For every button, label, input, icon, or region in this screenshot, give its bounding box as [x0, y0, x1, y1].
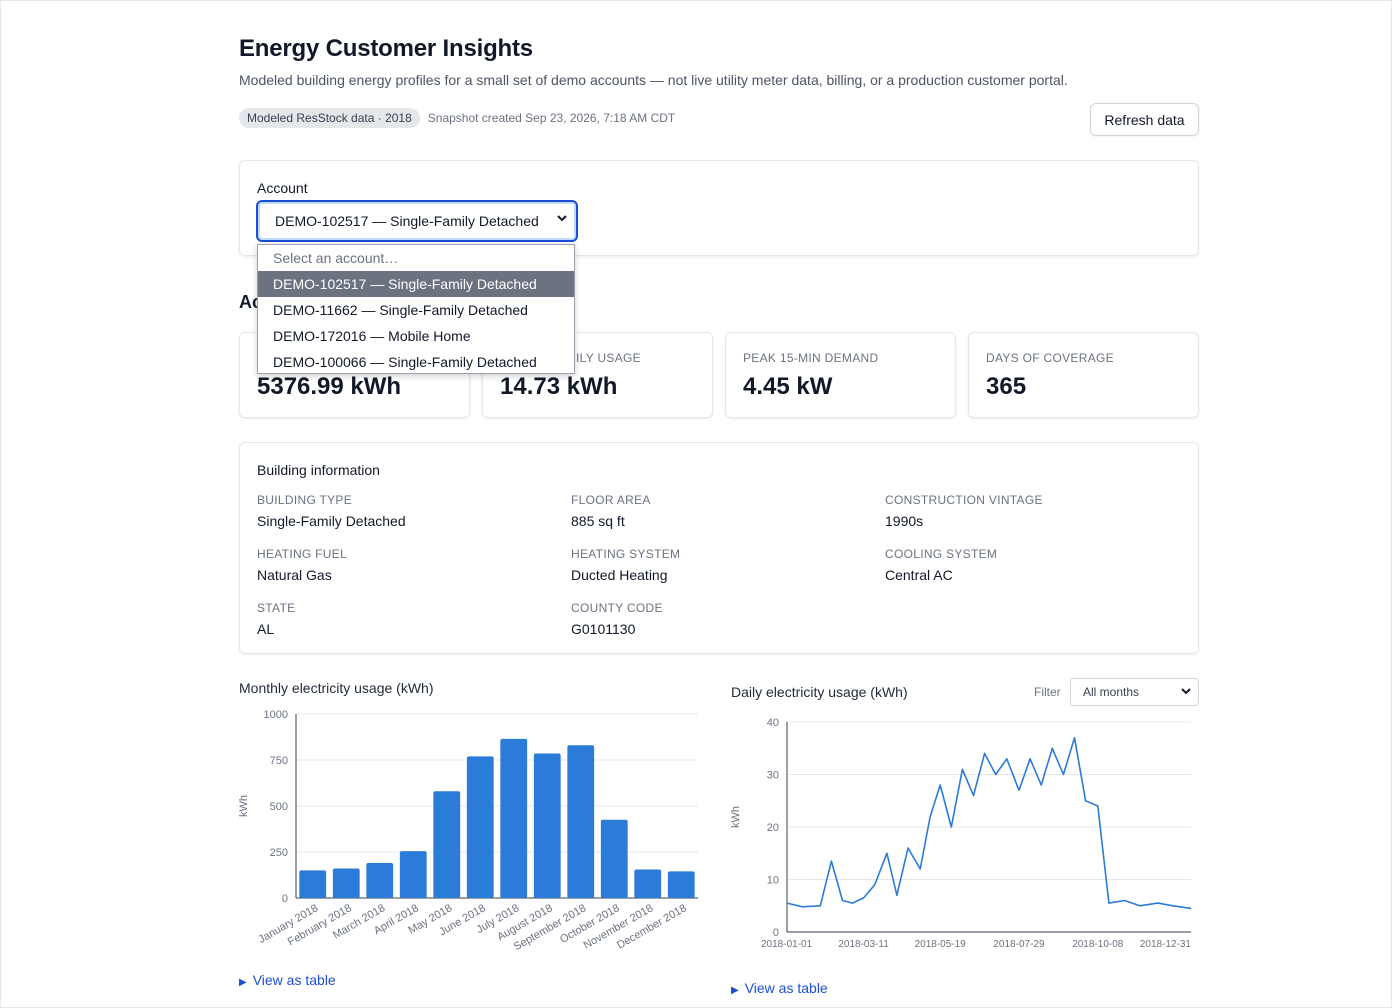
y-tick-label: 30	[767, 770, 779, 782]
bar	[634, 869, 662, 898]
field-label: STATE	[257, 601, 296, 615]
kpi-label: DAYS OF COVERAGE	[986, 351, 1114, 365]
kpi-value: 14.73 kWh	[500, 373, 618, 400]
bar	[567, 745, 595, 898]
refresh-data-button[interactable]: Refresh data	[1090, 103, 1199, 136]
daily-chart-title: Daily electricity usage (kWh)	[731, 684, 908, 700]
data-source-badge: Modeled ResStock data · 2018	[239, 108, 420, 128]
account-select[interactable]: DEMO-102517 — Single-Family Detached	[256, 200, 578, 242]
monthly-view-table-link[interactable]: ▶ View as table	[239, 972, 336, 988]
field-label: COOLING SYSTEM	[885, 547, 998, 561]
kpi-value: 365	[986, 373, 1027, 400]
section-heading: Ac	[239, 292, 263, 312]
kpi-card: PEAK 15-MIN DEMAND 4.45 kW	[725, 332, 956, 418]
page-title: Energy Customer Insights	[239, 35, 533, 62]
field-value: Natural Gas	[257, 567, 332, 583]
building-field: FLOOR AREA 885 sq ft	[571, 493, 651, 529]
field-value: G0101130	[571, 621, 636, 637]
field-value: Central AC	[885, 567, 953, 583]
y-tick-label: 0	[773, 927, 779, 939]
account-card: Account DEMO-102517 — Single-Family Deta…	[239, 160, 1199, 256]
kpi-value: 5376.99 kWh	[257, 373, 402, 400]
building-field: HEATING SYSTEM Ducted Heating	[571, 547, 680, 583]
account-dropdown-list: Select an account… DEMO-102517 — Single-…	[257, 244, 575, 374]
y-tick-label: 750	[270, 755, 288, 767]
y-tick-label: 10	[767, 875, 779, 887]
y-tick-label: 20	[767, 822, 779, 834]
triangle-right-icon: ▶	[239, 977, 247, 988]
building-field: HEATING FUEL Natural Gas	[257, 547, 347, 583]
view-table-label: View as table	[252, 972, 336, 988]
view-table-label: View as table	[744, 980, 828, 996]
field-label: BUILDING TYPE	[257, 493, 353, 507]
snapshot-timestamp: Snapshot created Sep 23, 2026, 7:18 AM C…	[427, 111, 676, 125]
daily-view-table-link[interactable]: ▶ View as table	[731, 980, 828, 996]
kpi-label: PEAK 15-MIN DEMAND	[743, 351, 879, 365]
chevron-down-icon	[556, 212, 568, 227]
y-axis-label: kWh	[238, 795, 250, 817]
x-tick-label: 2018-10-08	[1072, 939, 1124, 950]
y-axis-label: kWh	[730, 806, 742, 828]
account-select-value: DEMO-102517 — Single-Family Detached	[275, 213, 539, 229]
account-label: Account	[257, 180, 308, 196]
kpi-label: ILY USAGE	[576, 351, 641, 365]
bar	[533, 753, 561, 898]
x-tick-label: 2018-05-19	[915, 939, 967, 950]
chevron-down-icon	[1180, 685, 1192, 700]
y-tick-label: 40	[767, 717, 779, 729]
field-label: COUNTY CODE	[571, 601, 663, 615]
x-tick-label: 2018-01-01	[761, 939, 813, 950]
y-tick-label: 500	[270, 801, 288, 813]
building-info-heading: Building information	[257, 462, 380, 478]
field-value: Ducted Heating	[571, 567, 668, 583]
account-option[interactable]: DEMO-100066 — Single-Family Detached	[273, 354, 537, 370]
bar	[299, 870, 327, 898]
y-tick-label: 250	[270, 847, 288, 859]
account-option[interactable]: DEMO-102517 — Single-Family Detached	[258, 271, 574, 297]
filter-label: Filter	[1034, 685, 1061, 699]
field-label: CONSTRUCTION VINTAGE	[885, 493, 1043, 507]
page-subtitle: Modeled building energy profiles for a s…	[239, 72, 1068, 88]
account-option[interactable]: Select an account…	[273, 250, 399, 266]
bar	[433, 791, 461, 898]
building-field: COOLING SYSTEM Central AC	[885, 547, 997, 583]
y-tick-label: 0	[282, 893, 288, 905]
bar	[366, 863, 394, 898]
field-label: HEATING FUEL	[257, 547, 348, 561]
kpi-value: 4.45 kW	[743, 373, 833, 400]
building-field: BUILDING TYPE Single-Family Detached	[257, 493, 406, 529]
series-line	[786, 737, 1192, 910]
account-option[interactable]: DEMO-172016 — Mobile Home	[273, 328, 471, 344]
field-label: FLOOR AREA	[571, 493, 651, 507]
x-tick-label: 2018-07-29	[993, 939, 1045, 950]
building-info-card: Building information BUILDING TYPE Singl…	[239, 442, 1199, 654]
bar	[500, 738, 528, 898]
field-value: 1990s	[885, 513, 924, 529]
y-tick-label: 1000	[264, 709, 288, 721]
field-label: HEATING SYSTEM	[571, 547, 681, 561]
field-value: AL	[257, 621, 275, 637]
triangle-right-icon: ▶	[731, 985, 739, 996]
month-filter-value: All months	[1083, 685, 1140, 699]
building-field: COUNTY CODE G0101130	[571, 601, 663, 637]
field-value: Single-Family Detached	[257, 513, 406, 529]
x-tick-label: 2018-12-31	[1140, 939, 1192, 950]
building-field: CONSTRUCTION VINTAGE 1990s	[885, 493, 1043, 529]
field-value: 885 sq ft	[571, 513, 625, 529]
bar	[600, 819, 628, 898]
bar	[332, 868, 360, 898]
meta-row: Modeled ResStock data · 2018 Snapshot cr…	[239, 108, 675, 128]
x-tick-label: 2018-03-11	[838, 939, 889, 950]
bar	[399, 851, 427, 898]
bar	[667, 871, 695, 898]
month-filter-select[interactable]: All months	[1070, 678, 1199, 706]
bar	[466, 756, 494, 898]
account-option[interactable]: DEMO-11662 — Single-Family Detached	[273, 302, 528, 318]
monthly-chart-title: Monthly electricity usage (kWh)	[239, 680, 434, 696]
kpi-card: DAYS OF COVERAGE 365	[968, 332, 1199, 418]
daily-usage-chart: 0 10 20 30 40 kWh 2018-01-01 2018-03-11 2018-05-…	[730, 717, 1192, 950]
building-field: STATE AL	[257, 601, 295, 637]
